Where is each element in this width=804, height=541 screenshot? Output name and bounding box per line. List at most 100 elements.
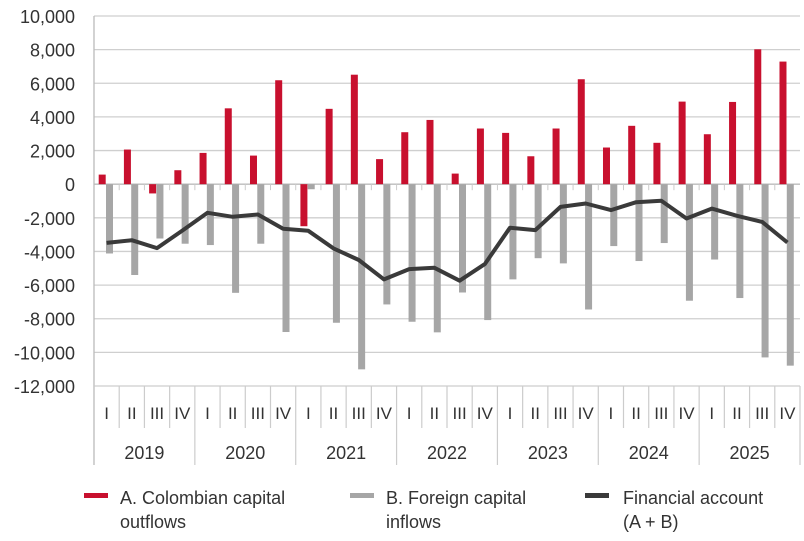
- bar-outflows: [603, 148, 610, 185]
- bar-inflows: [636, 184, 643, 261]
- bar-inflows: [358, 184, 365, 369]
- year-label: 2023: [528, 443, 568, 463]
- quarter-label: IV: [376, 404, 393, 423]
- bar-inflows: [156, 184, 163, 238]
- bar-inflows: [661, 184, 668, 243]
- quarter-label: III: [251, 404, 265, 423]
- bar-inflows: [762, 184, 769, 357]
- bar-inflows: [182, 184, 189, 244]
- quarter-label: III: [453, 404, 467, 423]
- quarter-label: IV: [779, 404, 796, 423]
- quarter-label: I: [407, 404, 412, 423]
- bar-outflows: [527, 156, 534, 184]
- legend-item-inflows[interactable]: B. Foreign capital inflows: [350, 488, 526, 532]
- quarter-label: I: [205, 404, 210, 423]
- quarter-label: III: [755, 404, 769, 423]
- bar-outflows: [275, 80, 282, 184]
- quarter-label: IV: [477, 404, 494, 423]
- y-tick-label: -12,000: [14, 377, 75, 397]
- bar-outflows: [754, 49, 761, 184]
- legend-label-financial-account-1: Financial account: [623, 488, 763, 508]
- legend-item-financial-account[interactable]: Financial account (A + B): [585, 488, 763, 532]
- bar-inflows: [484, 184, 491, 320]
- y-tick-label: -10,000: [14, 343, 75, 363]
- bar-outflows: [452, 174, 459, 185]
- y-tick-label: 8,000: [30, 41, 75, 61]
- bar-outflows: [704, 134, 711, 184]
- bar-outflows: [553, 129, 560, 185]
- bar-inflows: [131, 184, 138, 275]
- bar-inflows: [610, 184, 617, 246]
- quarter-label: IV: [578, 404, 595, 423]
- quarter-label: I: [104, 404, 109, 423]
- bar-outflows: [779, 62, 786, 185]
- quarter-label: III: [352, 404, 366, 423]
- bar-outflows: [124, 150, 131, 185]
- quarter-label: I: [709, 404, 714, 423]
- year-label: 2025: [730, 443, 770, 463]
- legend-label-inflows-2: inflows: [386, 512, 441, 532]
- year-label: 2019: [124, 443, 164, 463]
- bar-inflows: [787, 184, 794, 365]
- quarter-label: II: [228, 404, 237, 423]
- legend-label-outflows-2: outflows: [120, 512, 186, 532]
- y-axis: 10,0008,0006,0004,0002,0000-2,000-4,000-…: [14, 7, 94, 465]
- bar-outflows: [426, 120, 433, 184]
- quarter-label: I: [609, 404, 614, 423]
- legend-swatch-outflows: [84, 493, 108, 498]
- quarter-label: II: [631, 404, 640, 423]
- quarter-label: II: [732, 404, 741, 423]
- legend-item-outflows[interactable]: A. Colombian capital outflows: [84, 488, 285, 532]
- quarter-label: II: [329, 404, 338, 423]
- y-tick-label: 6,000: [30, 74, 75, 94]
- bar-inflows: [711, 184, 718, 259]
- quarter-label: I: [306, 404, 311, 423]
- grid: [94, 16, 800, 386]
- y-tick-label: -2,000: [24, 209, 75, 229]
- bar-inflows: [383, 184, 390, 304]
- bar-outflows: [653, 143, 660, 184]
- quarter-label: II: [127, 404, 136, 423]
- bar-outflows: [225, 108, 232, 184]
- quarter-label: IV: [275, 404, 292, 423]
- year-label: 2021: [326, 443, 366, 463]
- year-label: 2024: [629, 443, 669, 463]
- bar-inflows: [535, 184, 542, 258]
- y-tick-label: -6,000: [24, 276, 75, 296]
- legend-label-outflows-1: A. Colombian capital: [120, 488, 285, 508]
- bar-outflows: [149, 184, 156, 193]
- bar-outflows: [250, 156, 257, 185]
- bar-outflows: [729, 102, 736, 184]
- quarter-label: IV: [174, 404, 191, 423]
- bar-outflows: [300, 184, 307, 226]
- bar-outflows: [174, 170, 181, 184]
- legend: A. Colombian capital outflows B. Foreign…: [84, 488, 763, 532]
- bar-outflows: [376, 159, 383, 184]
- bar-outflows: [351, 75, 358, 184]
- bar-outflows: [628, 126, 635, 184]
- bar-outflows: [502, 133, 509, 184]
- bar-inflows: [409, 184, 416, 322]
- quarter-label: III: [150, 404, 164, 423]
- bar-outflows: [200, 153, 207, 184]
- legend-label-inflows-1: B. Foreign capital: [386, 488, 526, 508]
- bar-inflows: [308, 184, 315, 189]
- legend-swatch-inflows: [350, 493, 374, 498]
- bar-inflows: [434, 184, 441, 332]
- bar-inflows: [232, 184, 239, 293]
- quarter-label: III: [553, 404, 567, 423]
- bar-outflows: [326, 109, 333, 184]
- bar-outflows: [99, 175, 106, 185]
- bar-inflows: [283, 184, 290, 332]
- y-tick-label: 0: [65, 175, 75, 195]
- legend-swatch-financial-account: [585, 493, 609, 498]
- quarter-label: III: [654, 404, 668, 423]
- legend-label-financial-account-2: (A + B): [623, 512, 679, 532]
- y-tick-label: -4,000: [24, 242, 75, 262]
- bar-outflows: [477, 129, 484, 185]
- y-tick-label: -8,000: [24, 310, 75, 330]
- bars: [99, 49, 794, 369]
- bar-inflows: [560, 184, 567, 263]
